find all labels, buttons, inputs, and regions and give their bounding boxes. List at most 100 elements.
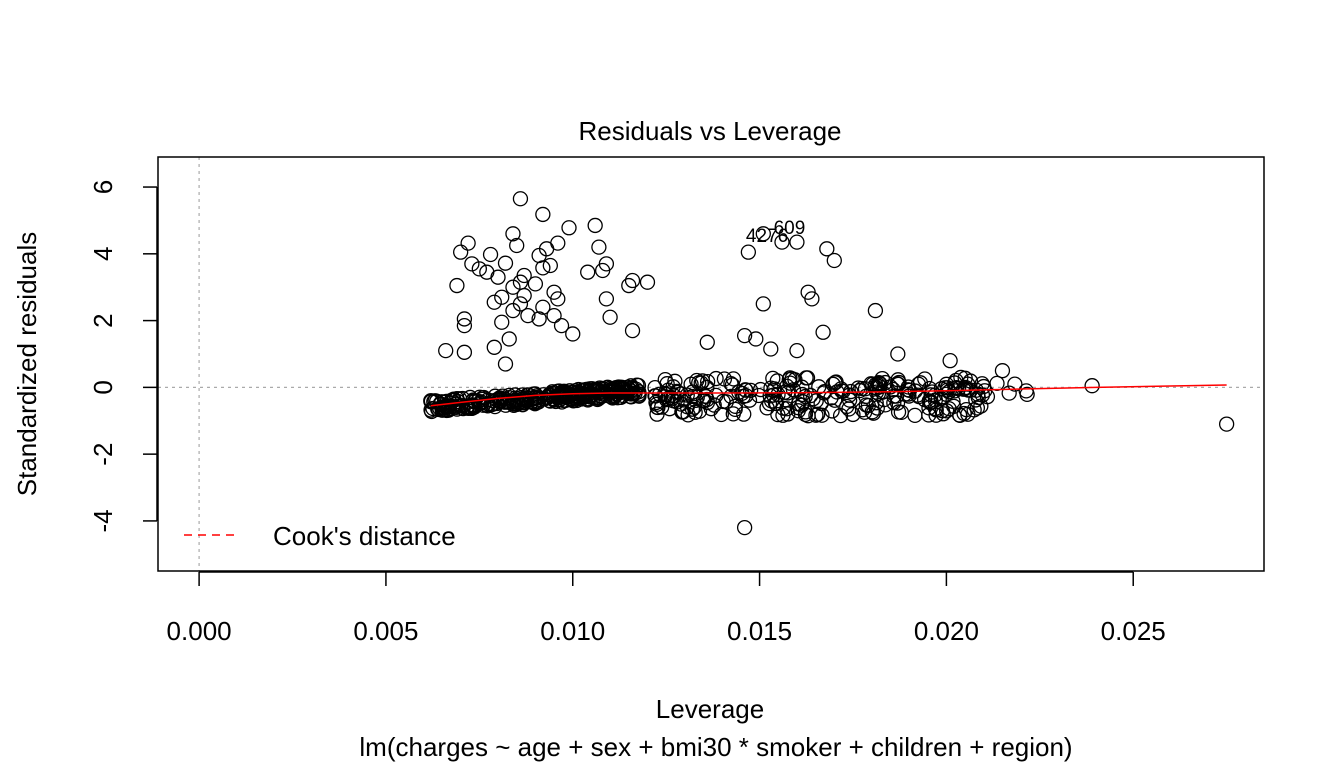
data-point xyxy=(736,406,752,422)
data-point xyxy=(460,235,476,251)
data-point xyxy=(779,401,795,417)
data-point xyxy=(761,395,778,412)
data-point xyxy=(546,307,562,324)
data-point xyxy=(482,246,499,263)
data-point xyxy=(1007,376,1023,392)
data-point xyxy=(494,289,510,305)
data-point xyxy=(657,389,673,405)
data-point xyxy=(512,191,529,207)
data-point xyxy=(550,291,566,307)
data-point xyxy=(909,387,926,403)
data-point xyxy=(827,375,843,391)
data-point xyxy=(497,255,514,271)
data-point xyxy=(582,388,598,405)
data-point xyxy=(891,374,907,391)
x-tick-label: 0.005 xyxy=(353,616,418,646)
data-point xyxy=(819,241,835,257)
data-point xyxy=(718,394,734,410)
point-label: 609 xyxy=(774,218,806,239)
data-point xyxy=(594,262,611,279)
data-point xyxy=(797,388,813,405)
legend: Cook's distance xyxy=(184,521,456,551)
data-point xyxy=(654,399,670,415)
data-point xyxy=(823,390,839,406)
data-point xyxy=(610,379,627,395)
outlier-points xyxy=(438,191,1235,536)
data-point xyxy=(780,406,796,422)
dense-points-cluster xyxy=(423,369,1035,424)
data-point xyxy=(699,373,716,390)
y-axis: -4 -2 0 2 4 6 xyxy=(88,180,158,532)
data-point xyxy=(497,356,514,372)
data-point xyxy=(789,342,805,359)
data-point xyxy=(1001,385,1017,401)
data-point xyxy=(542,257,558,274)
data-point xyxy=(865,405,882,421)
data-point xyxy=(958,401,974,418)
data-point xyxy=(578,381,595,398)
data-point xyxy=(877,397,894,413)
y-tick-label: 2 xyxy=(88,313,118,327)
data-point xyxy=(770,406,786,423)
data-point xyxy=(693,375,709,391)
y-tick-label: 4 xyxy=(88,247,118,261)
data-point xyxy=(663,389,679,406)
data-point xyxy=(639,274,656,290)
data-point xyxy=(890,346,906,362)
data-point xyxy=(553,317,570,334)
data-point xyxy=(591,239,607,255)
data-point xyxy=(504,394,520,410)
data-point xyxy=(811,379,827,395)
data-point xyxy=(446,399,462,415)
data-point xyxy=(501,331,517,347)
data-point xyxy=(694,373,711,389)
y-tick-label: -2 xyxy=(88,443,118,466)
data-point xyxy=(531,311,547,327)
data-point xyxy=(613,381,630,397)
plot-frame xyxy=(157,156,1265,572)
data-point xyxy=(890,404,907,420)
data-point xyxy=(486,339,502,355)
data-point xyxy=(487,398,503,415)
data-point xyxy=(989,375,1005,392)
data-point xyxy=(927,400,943,417)
data-point xyxy=(826,252,842,269)
x-axis-label: Leverage xyxy=(656,694,764,724)
x-tick-label: 0.015 xyxy=(727,616,792,646)
data-point xyxy=(647,388,663,404)
data-point xyxy=(570,381,587,398)
data-point xyxy=(580,264,596,280)
data-point xyxy=(622,388,638,405)
data-point xyxy=(798,370,814,386)
data-point xyxy=(550,388,566,404)
data-point xyxy=(631,388,647,404)
data-point xyxy=(1084,378,1100,394)
data-point xyxy=(928,402,944,418)
data-point xyxy=(751,387,767,404)
data-point xyxy=(723,375,739,392)
data-point xyxy=(810,406,826,422)
data-point xyxy=(725,406,741,422)
data-point xyxy=(813,395,829,412)
data-point xyxy=(516,287,532,304)
data-point xyxy=(505,279,521,295)
data-point xyxy=(554,387,571,404)
data-point xyxy=(598,291,615,307)
data-point xyxy=(471,261,487,277)
y-tick-label: 6 xyxy=(88,180,118,194)
data-point xyxy=(815,324,831,340)
data-point xyxy=(774,234,790,250)
data-point xyxy=(970,386,986,402)
data-point xyxy=(845,406,861,423)
data-point xyxy=(736,519,753,536)
data-point xyxy=(561,220,577,236)
data-point xyxy=(456,311,473,327)
reference-lines xyxy=(158,157,1264,571)
data-point xyxy=(867,302,884,319)
data-point xyxy=(624,272,641,289)
data-point xyxy=(755,296,771,312)
data-point xyxy=(535,260,551,276)
point-label: 4276 xyxy=(746,226,788,247)
data-point xyxy=(917,371,933,387)
